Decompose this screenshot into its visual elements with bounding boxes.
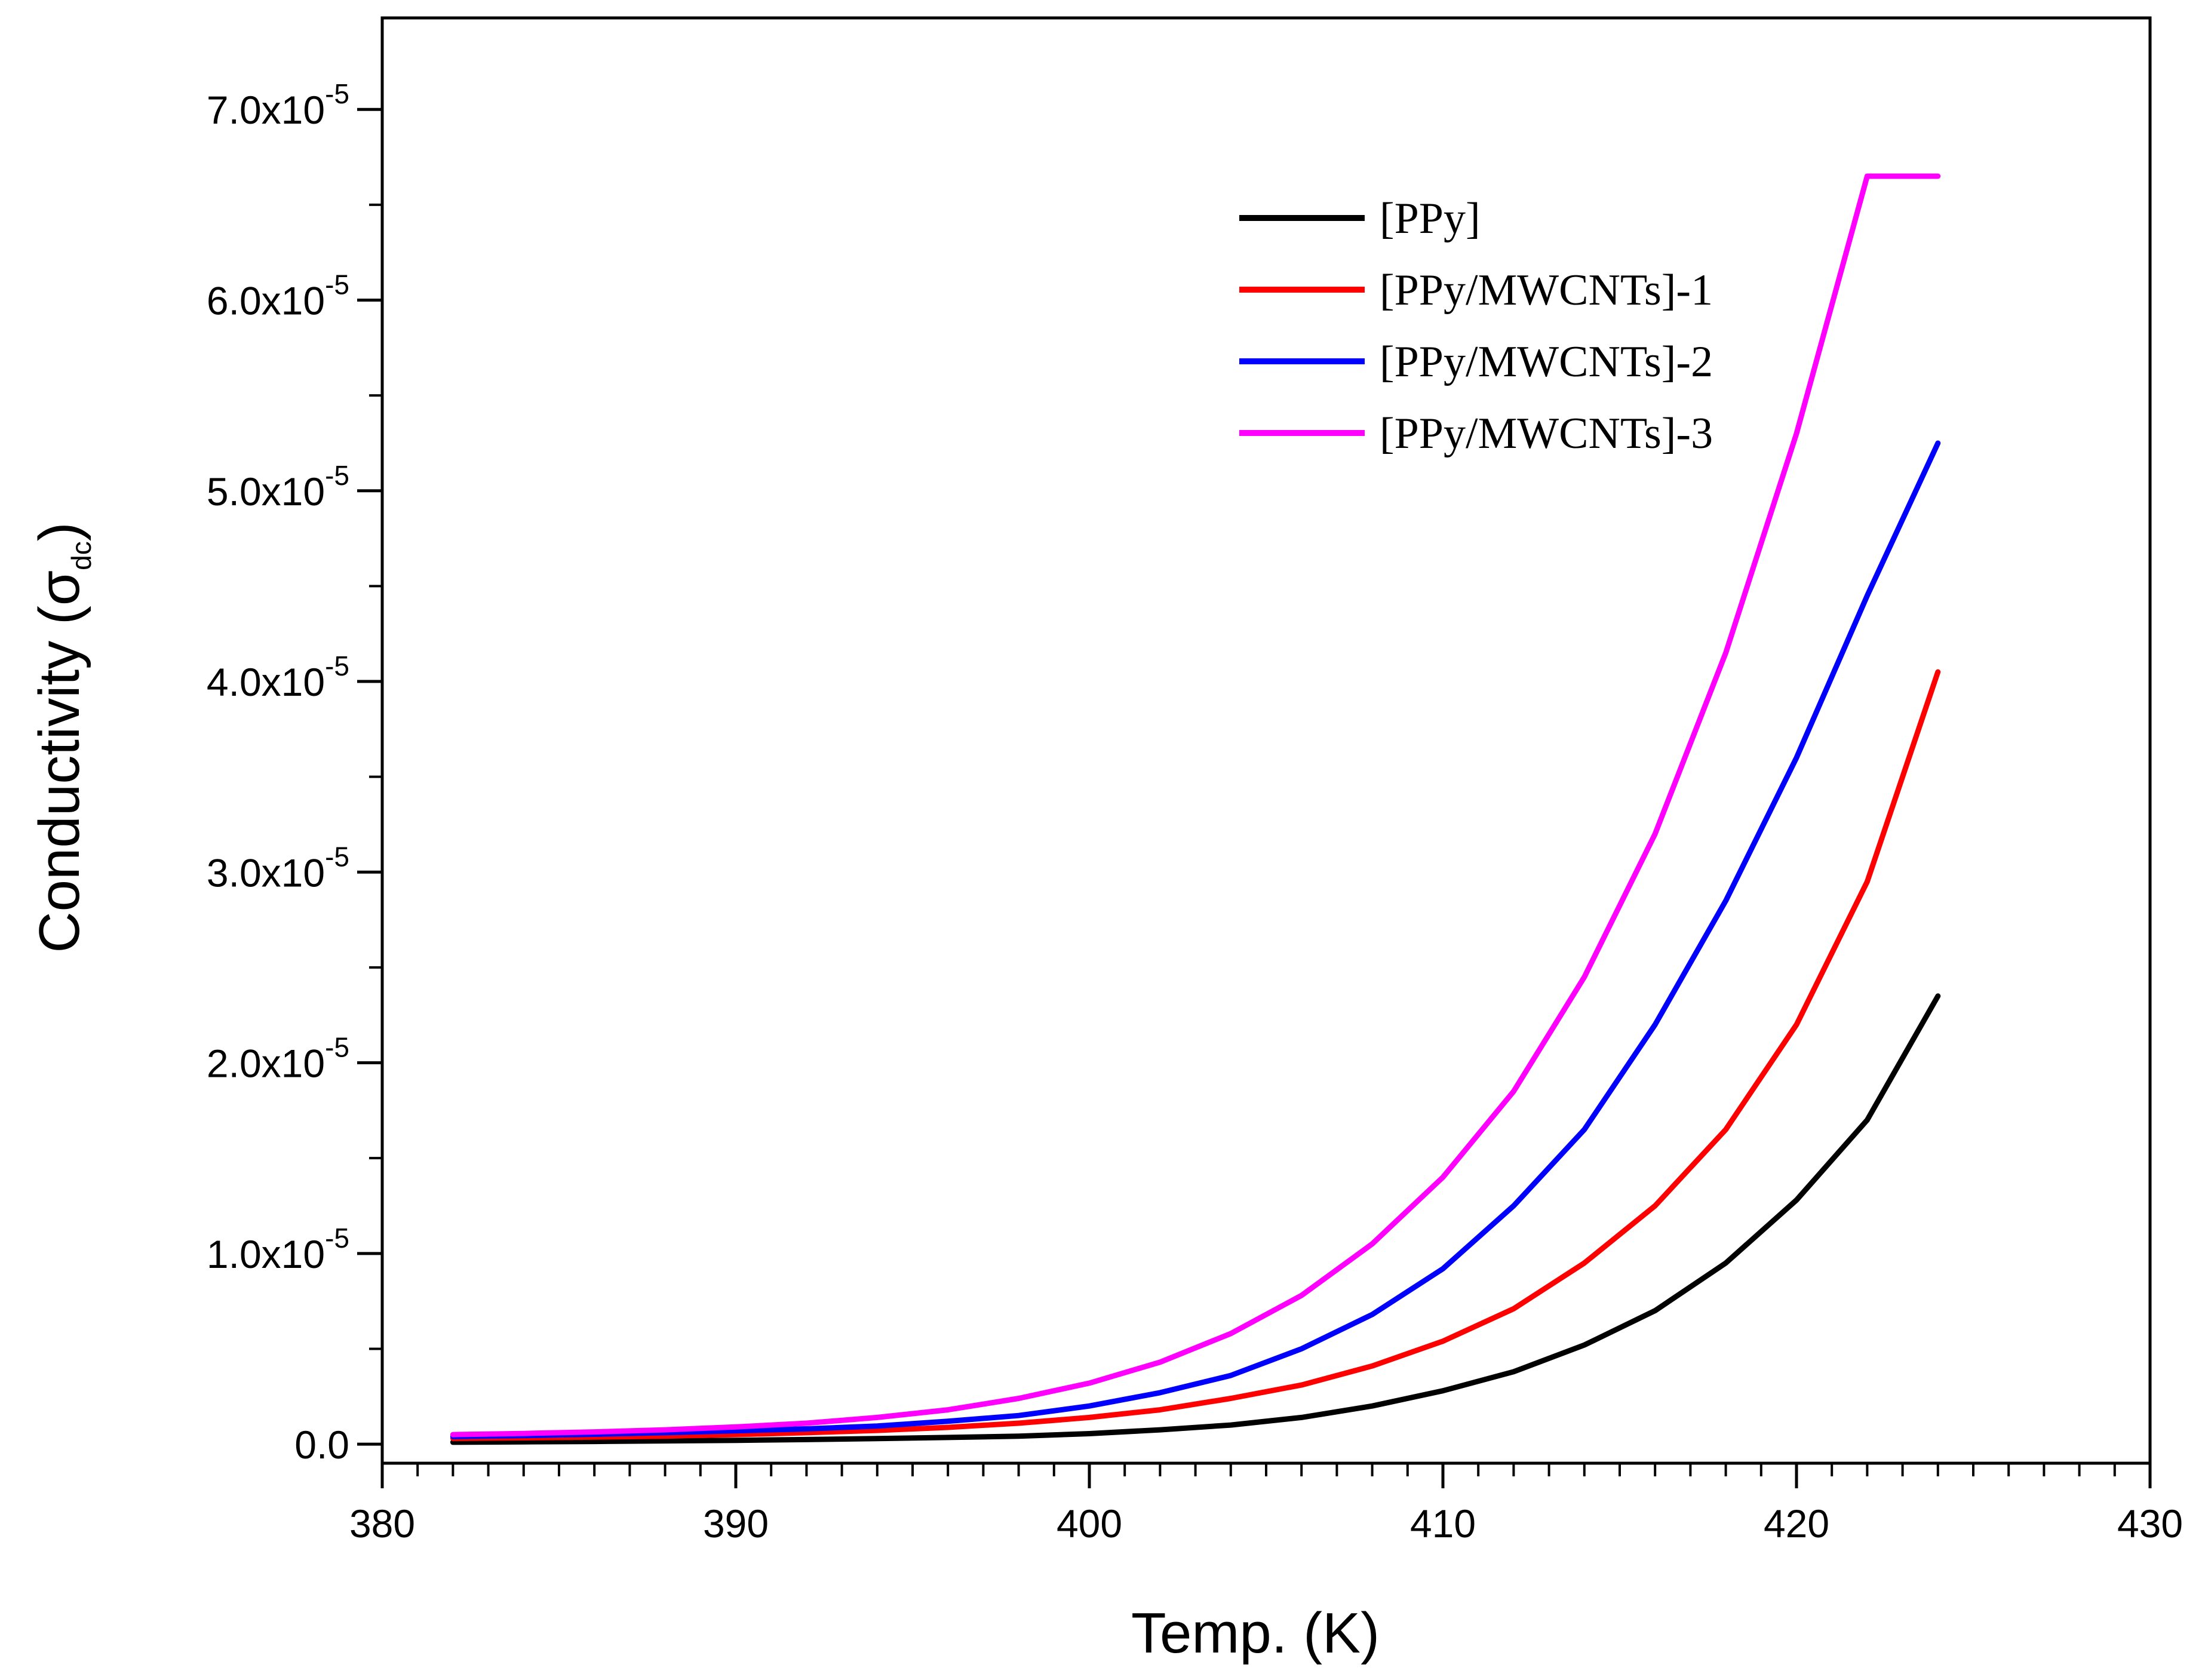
x-tick-label: 390 xyxy=(703,1501,769,1546)
x-tick-label: 410 xyxy=(1410,1501,1476,1546)
series-layer xyxy=(450,173,1941,1445)
series-line xyxy=(450,993,1941,1445)
x-tick-label: 400 xyxy=(1057,1501,1122,1546)
y-tick-label: 2.0x10-5 xyxy=(207,1032,349,1086)
y-tick-label: 5.0x10-5 xyxy=(207,460,349,514)
y-tick-label: 7.0x10-5 xyxy=(207,78,349,132)
series-line xyxy=(450,173,1941,1438)
x-tick-label: 420 xyxy=(1764,1501,1829,1546)
legend-label: [PPy/MWCNTs]-1 xyxy=(1380,266,1713,315)
y-tick-label: 0.0 xyxy=(294,1423,349,1467)
y-tick-label: 6.0x10-5 xyxy=(207,269,349,323)
axes-layer xyxy=(357,16,2152,1488)
y-tick-label: 3.0x10-5 xyxy=(207,841,349,895)
y-axis-title: Conductivity (σdc) xyxy=(27,522,97,953)
y-axis-title-subscript: dc xyxy=(66,541,97,570)
legend-label: [PPy/MWCNTs]-2 xyxy=(1380,337,1713,386)
legend-label: [PPy] xyxy=(1380,194,1481,243)
legend: [PPy] [PPy/MWCNTs]-1 [PPy/MWCNTs]-2 [PPy/MW… xyxy=(1239,194,1713,458)
series-line xyxy=(450,669,1941,1441)
sigma-symbol: σ xyxy=(27,570,91,606)
x-tick-label: 380 xyxy=(349,1501,415,1546)
y-tick-label: 1.0x10-5 xyxy=(207,1223,349,1276)
legend-label: [PPy/MWCNTs]-3 xyxy=(1380,409,1713,458)
series-line xyxy=(450,440,1941,1439)
x-axis-title: Temp. (K) xyxy=(1131,1601,1380,1665)
x-tick-label: 430 xyxy=(2117,1501,2183,1546)
tick-label-layer: 380 390 400 410 420 430 0.0 1.0x10-5 2.0x10-5 3.0… xyxy=(207,78,2183,1546)
y-tick-label: 4.0x10-5 xyxy=(207,650,349,704)
